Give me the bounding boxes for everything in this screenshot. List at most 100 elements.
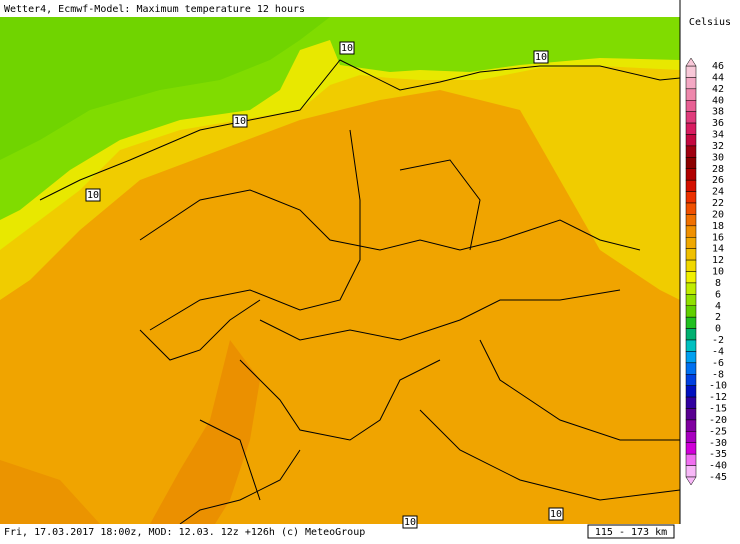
legend-label: 4 — [715, 301, 721, 312]
legend-swatch — [685, 419, 697, 432]
contour-label: 10 — [87, 190, 99, 201]
legend-swatch — [685, 237, 697, 249]
legend-label: -35 — [709, 449, 727, 460]
legend-swatch — [685, 134, 697, 147]
legend-label: 22 — [712, 198, 724, 209]
contour-label: 10 — [341, 43, 353, 54]
contour-label: 10 — [535, 52, 547, 63]
legend-label: -30 — [709, 438, 727, 449]
legend-label: -25 — [709, 426, 727, 437]
legend-swatch — [685, 214, 697, 227]
footer-info: Fri, 17.03.2017 18:00z, MOD: 12.03. 12z … — [4, 527, 365, 538]
warm-zone — [150, 340, 260, 524]
legend-arrow — [685, 476, 697, 486]
contour-label-box — [232, 114, 248, 128]
contour-label-box — [339, 41, 355, 55]
warm-zone — [0, 460, 100, 524]
legend-swatch — [685, 179, 697, 192]
scale-box — [587, 524, 675, 539]
legend-label: 10 — [712, 267, 724, 278]
legend-swatch — [685, 328, 697, 341]
legend-swatch — [685, 202, 697, 215]
legend-label: 0 — [715, 324, 721, 335]
contour-label-box — [548, 507, 564, 521]
legend-label: 16 — [712, 232, 724, 243]
legend-label: 46 — [712, 61, 724, 72]
legend-label: 26 — [712, 175, 724, 186]
legend-label: 12 — [712, 255, 724, 266]
legend-swatch — [685, 191, 697, 204]
legend-swatch — [685, 351, 697, 364]
legend-arrow — [685, 57, 697, 67]
legend-label: 40 — [712, 95, 724, 106]
legend-swatch — [685, 122, 697, 135]
legend-swatch — [685, 396, 697, 409]
legend-swatch — [685, 157, 697, 169]
legend-swatch — [685, 465, 697, 478]
legend-swatch — [685, 294, 697, 307]
legend-label: 20 — [712, 209, 724, 220]
legend-swatch — [685, 385, 697, 398]
legend-label: 6 — [715, 289, 721, 300]
legend-swatch — [685, 77, 697, 90]
country-border — [139, 299, 681, 525]
legend-label: -20 — [709, 415, 727, 426]
legend-label: -8 — [712, 369, 724, 380]
legend-swatch — [685, 168, 697, 181]
legend-label: 28 — [712, 164, 724, 175]
border — [139, 129, 680, 501]
footer-bar — [0, 524, 740, 540]
contour-label-box — [402, 515, 418, 529]
legend-swatch — [685, 271, 697, 284]
legend-swatch — [685, 305, 697, 318]
map — [0, 17, 681, 525]
contour-label: 10 — [404, 517, 416, 528]
legend-label: 42 — [712, 84, 724, 95]
coastline — [39, 59, 681, 201]
title: Wetter4, Ecmwf-Model: Maximum temperatur… — [4, 4, 305, 15]
legend-label: 44 — [712, 72, 724, 83]
sea-zone — [0, 17, 330, 160]
contour-label-box — [85, 188, 101, 202]
legend-label: 14 — [712, 244, 724, 255]
contour-label: 10 — [234, 116, 246, 127]
legend-label: -12 — [709, 392, 727, 403]
legend-label: -6 — [712, 358, 724, 369]
scale-text: 115 - 173 km — [595, 527, 667, 538]
legend-label: -4 — [712, 346, 724, 357]
legend-label: 24 — [712, 187, 724, 198]
legend-swatch — [685, 100, 697, 112]
legend-swatch — [685, 88, 697, 101]
legend-label: -2 — [712, 335, 724, 346]
legend-swatch — [685, 225, 697, 238]
legend-label: -40 — [709, 461, 727, 472]
legend-swatch — [685, 408, 697, 421]
legend-swatch — [685, 453, 697, 466]
legend-label: -10 — [709, 381, 727, 392]
legend-swatch — [685, 362, 697, 375]
legend-label: 32 — [712, 141, 724, 152]
legend-label: -15 — [709, 404, 727, 415]
legend-label: 38 — [712, 107, 724, 118]
legend-swatch — [685, 111, 697, 124]
legend-swatch — [685, 316, 697, 329]
contour-label: 10 — [550, 509, 562, 520]
legend-label: 18 — [712, 221, 724, 232]
title-bar — [0, 0, 680, 17]
legend-swatch — [685, 442, 697, 455]
legend-swatch — [685, 374, 697, 386]
legend-label: 34 — [712, 130, 724, 141]
legend-swatch — [685, 282, 697, 295]
legend-swatch — [685, 65, 697, 78]
legend-label: 8 — [715, 278, 721, 289]
legend-swatch — [685, 339, 697, 352]
legend-label: 2 — [715, 312, 721, 323]
legend-swatch — [685, 248, 697, 261]
legend-label: 30 — [712, 152, 724, 163]
legend-swatch — [685, 431, 697, 444]
contour-label-box — [533, 50, 549, 64]
legend-label: -45 — [709, 472, 727, 483]
legend-swatch — [685, 259, 697, 272]
legend-unit: Celsius — [689, 17, 731, 28]
